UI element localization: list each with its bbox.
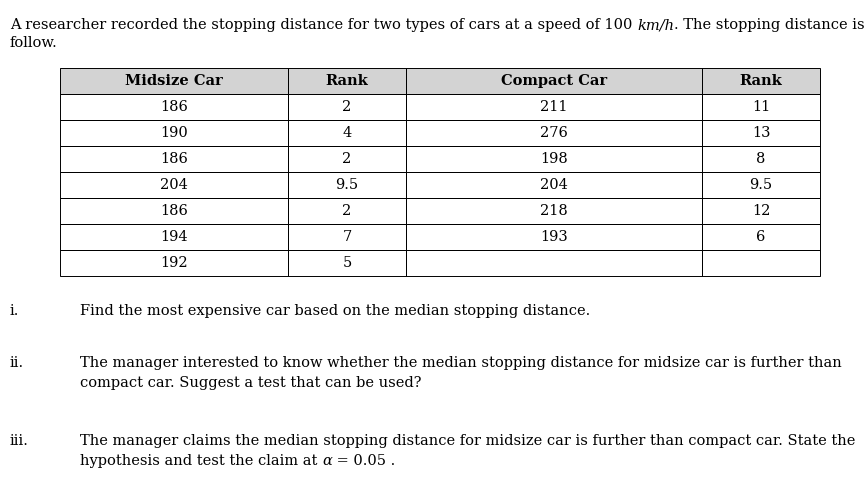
- Text: The manager claims the median stopping distance for midsize car is further than : The manager claims the median stopping d…: [80, 434, 855, 448]
- Text: 13: 13: [752, 126, 771, 140]
- Text: 192: 192: [160, 256, 187, 270]
- Text: Compact Car: Compact Car: [501, 74, 607, 88]
- Bar: [406, 250, 702, 276]
- Bar: [60, 68, 288, 94]
- Bar: [702, 94, 820, 120]
- Bar: [702, 224, 820, 250]
- Bar: [702, 146, 820, 172]
- Bar: [406, 68, 702, 94]
- Text: 186: 186: [160, 204, 188, 218]
- Bar: [288, 120, 406, 146]
- Text: 2: 2: [342, 204, 352, 218]
- Text: = 0.05 .: = 0.05 .: [332, 454, 395, 468]
- Bar: [288, 198, 406, 224]
- Text: 186: 186: [160, 100, 188, 114]
- Text: 186: 186: [160, 152, 188, 166]
- Text: 11: 11: [752, 100, 770, 114]
- Bar: [288, 172, 406, 198]
- Bar: [288, 68, 406, 94]
- Text: Rank: Rank: [740, 74, 783, 88]
- Bar: [702, 198, 820, 224]
- Bar: [288, 224, 406, 250]
- Text: 204: 204: [160, 178, 188, 192]
- Bar: [288, 250, 406, 276]
- Bar: [406, 198, 702, 224]
- Text: 5: 5: [342, 256, 352, 270]
- Text: A researcher recorded the stopping distance for two types of cars at a speed of : A researcher recorded the stopping dista…: [10, 18, 637, 32]
- Bar: [60, 146, 288, 172]
- Text: i.: i.: [10, 304, 19, 318]
- Bar: [288, 68, 406, 94]
- Bar: [60, 224, 288, 250]
- Text: 12: 12: [752, 204, 771, 218]
- Text: 218: 218: [540, 204, 568, 218]
- Text: 6: 6: [756, 230, 766, 244]
- Bar: [60, 68, 288, 94]
- Bar: [60, 94, 288, 120]
- Bar: [406, 120, 702, 146]
- Bar: [60, 120, 288, 146]
- Text: Midsize Car: Midsize Car: [125, 74, 223, 88]
- Text: hypothesis and test the claim at: hypothesis and test the claim at: [80, 454, 322, 468]
- Text: 204: 204: [540, 178, 568, 192]
- Text: Find the most expensive car based on the median stopping distance.: Find the most expensive car based on the…: [80, 304, 590, 318]
- Text: iii.: iii.: [10, 434, 29, 448]
- Bar: [702, 68, 820, 94]
- Text: A researcher recorded the stopping distance for two types of cars at a speed of : A researcher recorded the stopping dista…: [10, 18, 637, 32]
- Text: α: α: [322, 454, 332, 468]
- Text: 276: 276: [540, 126, 568, 140]
- Text: follow.: follow.: [10, 36, 58, 50]
- Text: 2: 2: [342, 100, 352, 114]
- Bar: [288, 94, 406, 120]
- Bar: [702, 250, 820, 276]
- Text: compact car. Suggest a test that can be used?: compact car. Suggest a test that can be …: [80, 376, 422, 390]
- Text: 198: 198: [540, 152, 568, 166]
- Text: 7: 7: [342, 230, 352, 244]
- Bar: [702, 172, 820, 198]
- Text: hypothesis and test the claim at: hypothesis and test the claim at: [80, 454, 322, 468]
- Bar: [288, 146, 406, 172]
- Text: 2: 2: [342, 152, 352, 166]
- Text: ii.: ii.: [10, 356, 24, 370]
- Text: 193: 193: [540, 230, 568, 244]
- Text: 211: 211: [540, 100, 568, 114]
- Text: 190: 190: [160, 126, 187, 140]
- Text: α: α: [322, 454, 332, 468]
- Text: 8: 8: [756, 152, 766, 166]
- Bar: [702, 120, 820, 146]
- Bar: [406, 172, 702, 198]
- Text: 194: 194: [160, 230, 187, 244]
- Bar: [60, 250, 288, 276]
- Text: 9.5: 9.5: [750, 178, 772, 192]
- Bar: [406, 68, 702, 94]
- Bar: [702, 68, 820, 94]
- Text: . The stopping distance is as: . The stopping distance is as: [674, 18, 864, 32]
- Bar: [406, 146, 702, 172]
- Text: km/h: km/h: [637, 18, 674, 32]
- Text: The manager interested to know whether the median stopping distance for midsize : The manager interested to know whether t…: [80, 356, 842, 370]
- Bar: [406, 94, 702, 120]
- Text: Rank: Rank: [326, 74, 368, 88]
- Text: 9.5: 9.5: [335, 178, 359, 192]
- Text: 4: 4: [342, 126, 352, 140]
- Bar: [60, 198, 288, 224]
- Bar: [60, 172, 288, 198]
- Text: km/h: km/h: [637, 18, 674, 32]
- Bar: [406, 224, 702, 250]
